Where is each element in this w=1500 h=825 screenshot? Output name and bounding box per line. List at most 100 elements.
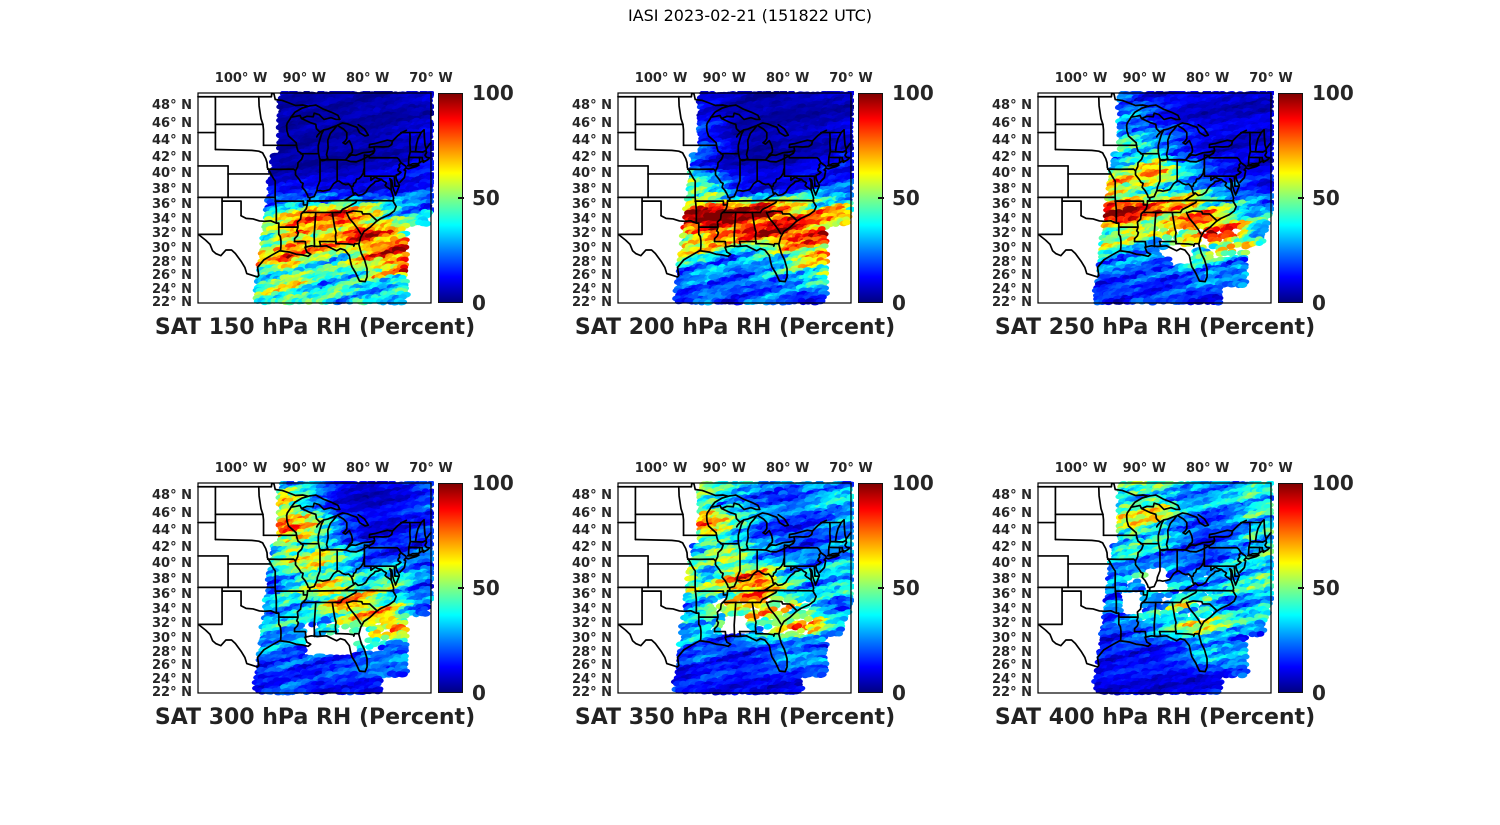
colorbar-tick-label: 100	[472, 81, 514, 105]
lat-tick-label: 36° N	[152, 196, 192, 212]
lat-tick-label: 30° N	[572, 630, 612, 646]
lat-tick-label: 24° N	[992, 671, 1032, 687]
figure-title: IASI 2023-02-21 (151822 UTC)	[627, 6, 873, 25]
lat-tick-label: 28° N	[992, 254, 1032, 270]
lat-tick-label: 42° N	[152, 149, 192, 165]
lat-tick-label: 28° N	[992, 644, 1032, 660]
lat-tick-label: 26° N	[572, 658, 612, 674]
lat-tick-label: 38° N	[572, 571, 612, 587]
lon-tick-label: 100° W	[214, 71, 268, 86]
lat-tick-label: 36° N	[992, 196, 1032, 212]
lat-tick-label: 40° N	[572, 555, 612, 571]
lat-tick-label: 44° N	[152, 133, 192, 149]
lat-tick-label: 24° N	[152, 671, 192, 687]
lat-tick-label: 42° N	[992, 149, 1032, 165]
colorbar-tick-label: 50	[1312, 576, 1340, 600]
lat-tick-label: 22° N	[152, 295, 192, 310]
lat-tick-label: 46° N	[572, 115, 612, 131]
lat-tick-label: 40° N	[992, 555, 1032, 571]
lat-tick-label: 22° N	[572, 685, 612, 700]
lon-tick-label: 100° W	[634, 461, 688, 476]
lat-tick-label: 34° N	[572, 601, 612, 617]
lat-tick-label: 48° N	[152, 487, 192, 503]
lat-tick-label: 24° N	[572, 281, 612, 297]
lat-tick-label: 46° N	[152, 505, 192, 521]
lat-tick-label: 46° N	[572, 505, 612, 521]
colorbar-tick-label: 100	[892, 471, 934, 495]
lat-tick-label: 48° N	[992, 97, 1032, 113]
colorbar-tick-mark	[878, 197, 884, 199]
lat-tick-label: 28° N	[152, 644, 192, 660]
colorbar-tick-mark	[878, 587, 884, 589]
lat-tick-label: 48° N	[152, 97, 192, 113]
lat-tick-label: 30° N	[152, 240, 192, 256]
lat-tick-label: 32° N	[572, 226, 612, 242]
lat-tick-label: 42° N	[992, 539, 1032, 555]
colorbar-tick-label: 100	[1312, 81, 1354, 105]
lon-tick-label: 90° W	[1122, 461, 1167, 476]
lon-tick-label: 70° W	[1249, 461, 1293, 476]
lon-tick-label: 70° W	[829, 461, 873, 476]
lat-tick-label: 22° N	[152, 685, 192, 700]
lat-tick-label: 32° N	[992, 226, 1032, 242]
colorbar-tick-label: 0	[892, 681, 906, 705]
lon-tick-label: 70° W	[1249, 71, 1293, 86]
lat-tick-label: 22° N	[992, 685, 1032, 700]
panel-sat-200-hpa: SAT 200 hPa RH (Percent) 100° W 90° W 80° …	[525, 45, 945, 435]
lon-tick-label: 90° W	[282, 461, 327, 476]
lat-tick-label: 40° N	[152, 165, 192, 181]
colorbar-tick-mark	[1298, 587, 1304, 589]
lon-tick-label: 90° W	[1122, 71, 1167, 86]
lat-tick-label: 42° N	[572, 149, 612, 165]
lat-tick-label: 40° N	[572, 165, 612, 181]
lat-tick-label: 34° N	[572, 211, 612, 227]
lon-tick-label: 90° W	[702, 461, 747, 476]
colorbar-tick-label: 50	[472, 186, 500, 210]
colorbar-tick-label: 100	[1312, 471, 1354, 495]
lat-tick-label: 44° N	[992, 523, 1032, 539]
lat-tick-label: 44° N	[152, 523, 192, 539]
lat-tick-label: 34° N	[992, 601, 1032, 617]
lat-tick-label: 40° N	[152, 555, 192, 571]
lat-tick-label: 30° N	[152, 630, 192, 646]
panel-title: SAT 300 hPa RH (Percent)	[154, 705, 476, 730]
colorbar-tick-label: 50	[892, 576, 920, 600]
lat-tick-label: 26° N	[572, 268, 612, 284]
lat-tick-label: 26° N	[152, 268, 192, 284]
lat-tick-label: 38° N	[992, 571, 1032, 587]
lat-tick-label: 32° N	[152, 226, 192, 242]
lat-tick-label: 34° N	[152, 601, 192, 617]
lat-tick-label: 48° N	[992, 487, 1032, 503]
lat-tick-label: 46° N	[992, 115, 1032, 131]
lat-tick-label: 26° N	[992, 658, 1032, 674]
lat-tick-label: 44° N	[572, 523, 612, 539]
panel-sat-350-hpa: SAT 350 hPa RH (Percent) 100° W 90° W 80° …	[525, 435, 945, 825]
lon-tick-label: 70° W	[829, 71, 873, 86]
lat-tick-label: 42° N	[572, 539, 612, 555]
lat-tick-label: 42° N	[152, 539, 192, 555]
lon-tick-label: 80° W	[765, 71, 810, 86]
lat-tick-label: 32° N	[992, 616, 1032, 632]
colorbar-tick-label: 0	[472, 291, 486, 315]
lat-tick-label: 38° N	[152, 571, 192, 587]
lon-tick-label: 90° W	[702, 71, 747, 86]
colorbar-tick-label: 0	[1312, 291, 1326, 315]
lat-tick-label: 32° N	[152, 616, 192, 632]
lat-tick-label: 28° N	[572, 644, 612, 660]
lon-tick-label: 100° W	[1054, 461, 1108, 476]
lat-tick-label: 44° N	[572, 133, 612, 149]
lat-tick-label: 34° N	[152, 211, 192, 227]
lon-tick-label: 70° W	[409, 461, 453, 476]
lon-tick-label: 80° W	[345, 461, 390, 476]
colorbar-tick-label: 0	[892, 291, 906, 315]
lat-tick-label: 38° N	[152, 181, 192, 197]
lon-tick-label: 80° W	[1185, 71, 1230, 86]
lat-tick-label: 28° N	[152, 254, 192, 270]
panel-sat-150-hpa: SAT 150 hPa RH (Percent) 100° W 90° W 80° …	[105, 45, 525, 435]
lat-tick-label: 46° N	[992, 505, 1032, 521]
lat-tick-label: 24° N	[572, 671, 612, 687]
lat-tick-label: 30° N	[572, 240, 612, 256]
panel-title: SAT 400 hPa RH (Percent)	[994, 705, 1316, 730]
panel-sat-250-hpa: SAT 250 hPa RH (Percent) 100° W 90° W 80° …	[945, 45, 1365, 435]
